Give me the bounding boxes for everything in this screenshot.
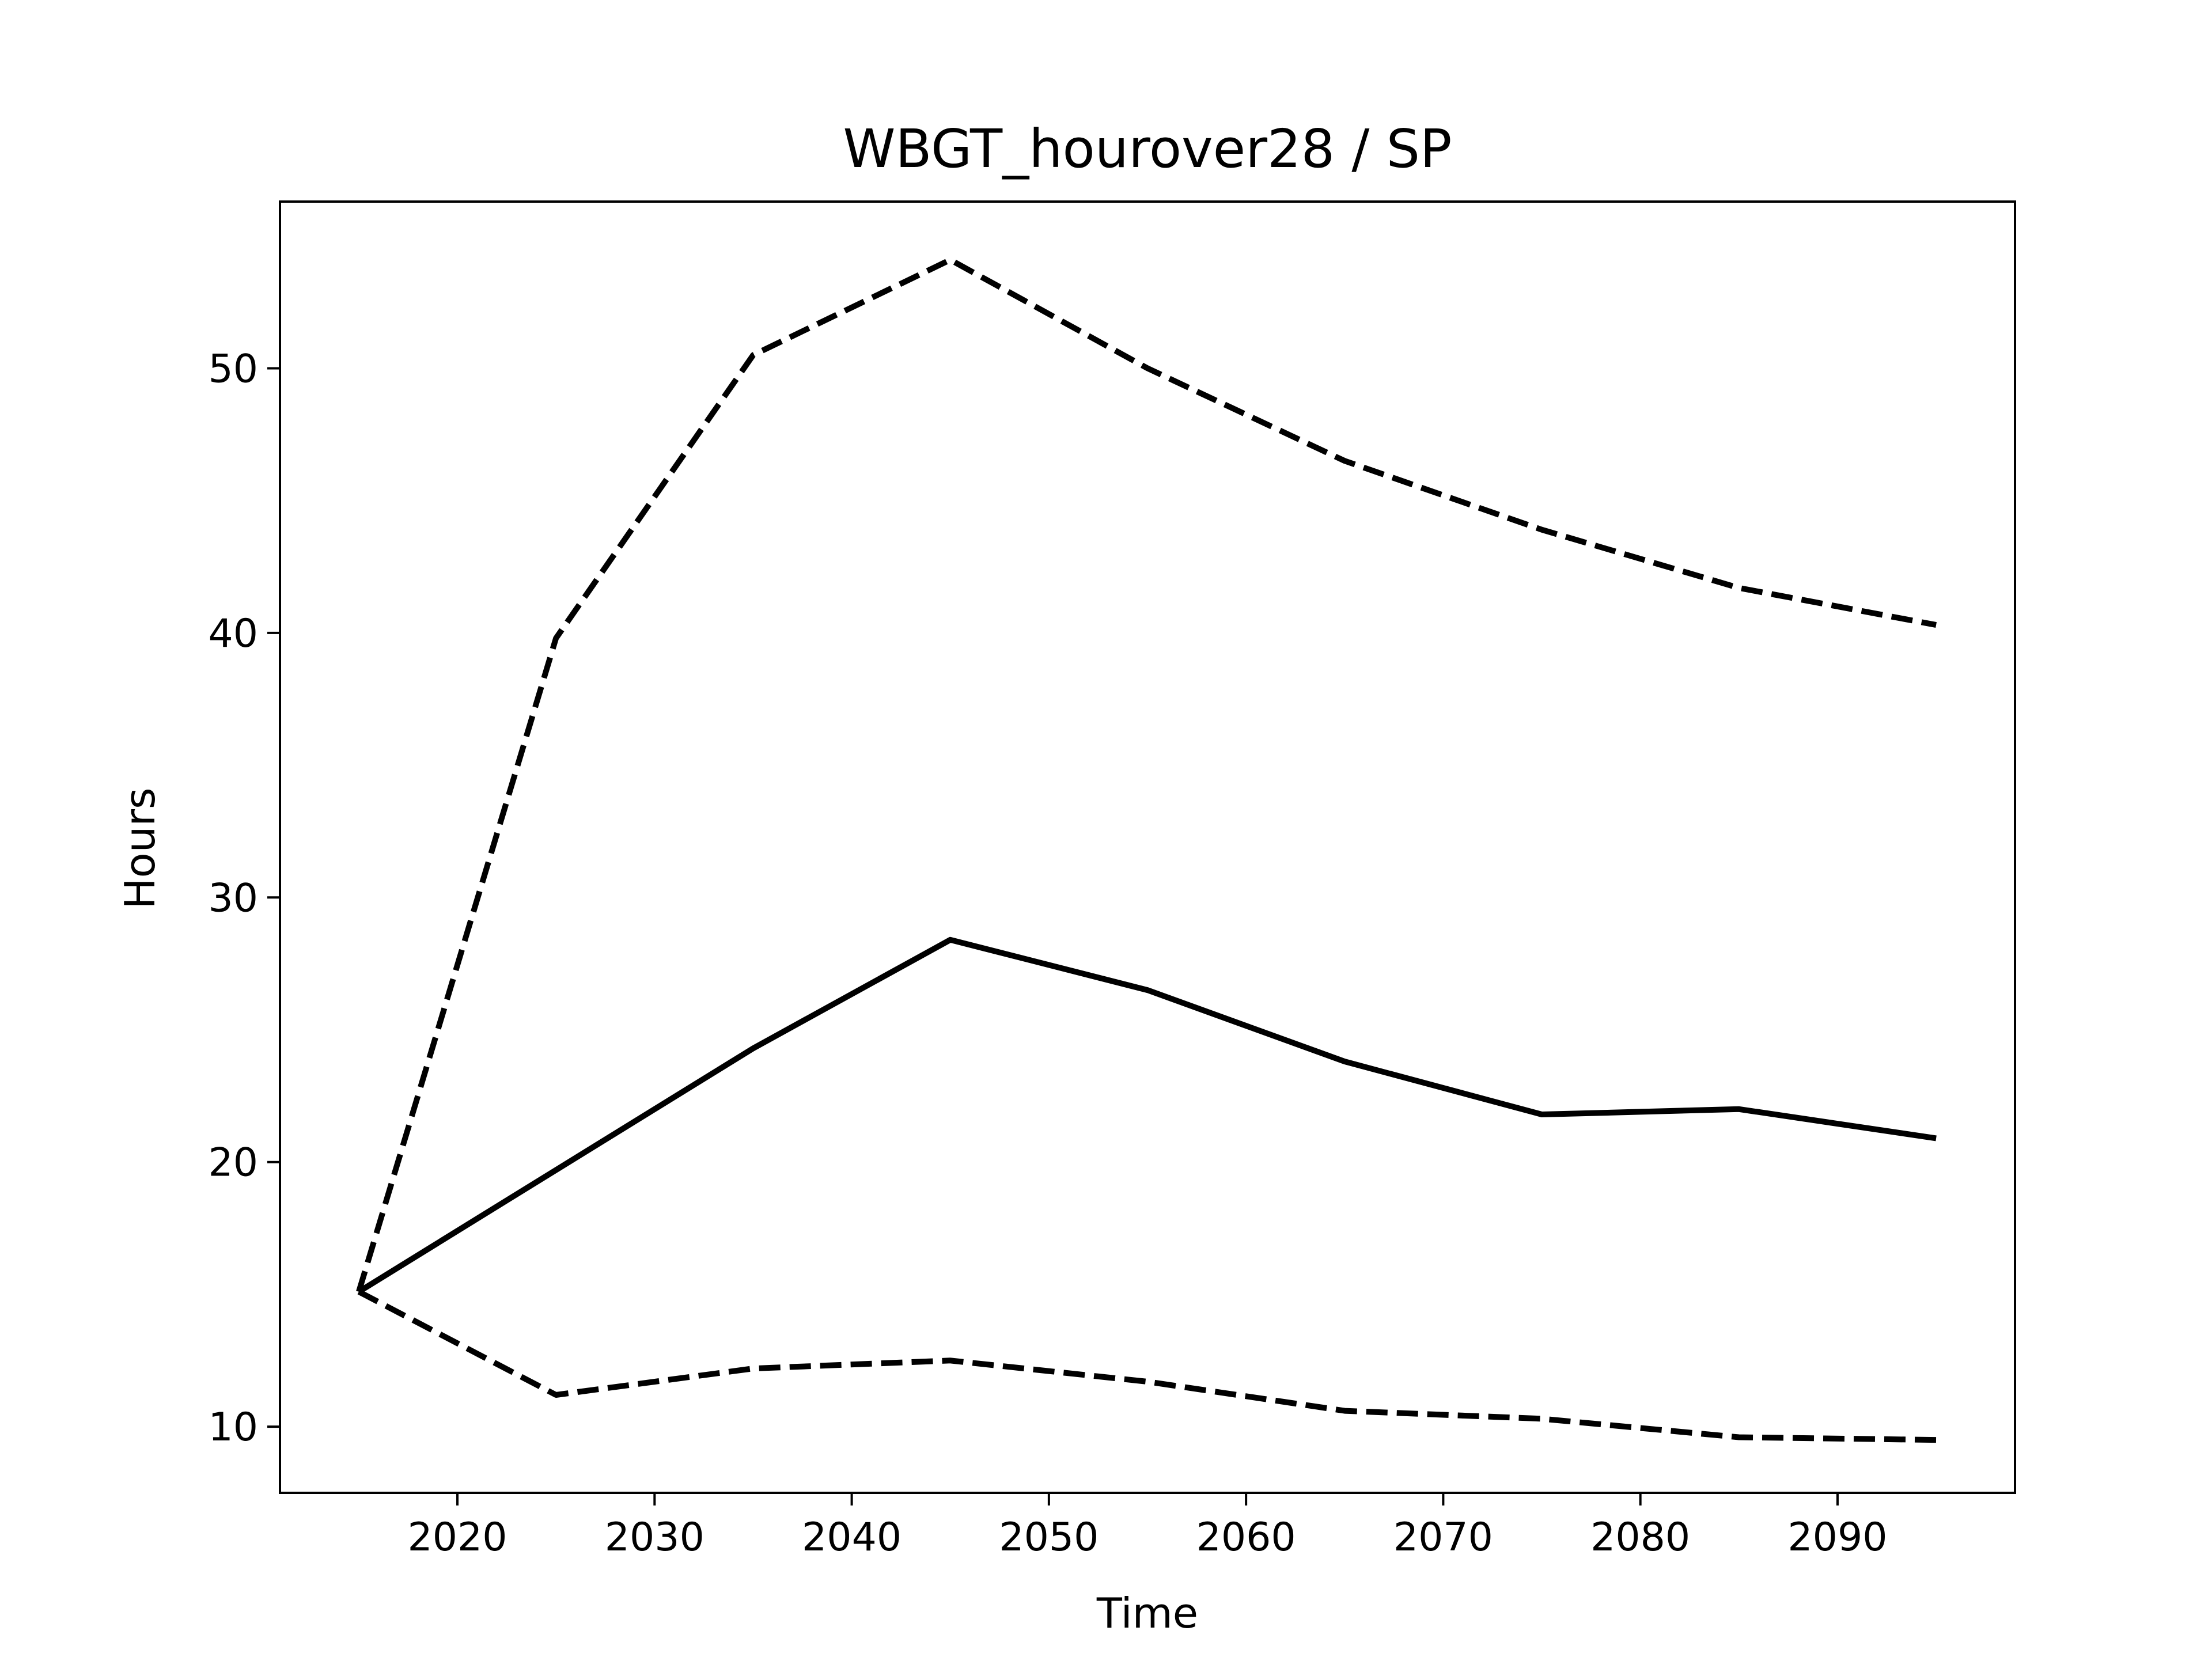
y-tick-label-50: 50 (208, 346, 258, 392)
y-axis-ticks: 10 20 30 40 50 (208, 346, 280, 1450)
series-line-2 (357, 936, 1937, 1295)
x-tick-label-2020: 2020 (408, 1515, 507, 1560)
x-tick-label-2040: 2040 (802, 1515, 902, 1560)
plot-area (356, 257, 1937, 1443)
y-tick-label-30: 30 (208, 875, 258, 921)
x-tick-label-2060: 2060 (1196, 1515, 1296, 1560)
y-tick-label-20: 20 (208, 1140, 258, 1186)
x-tick-label-2070: 2070 (1393, 1515, 1493, 1560)
series-line-1 (356, 257, 1937, 1293)
x-tick-label-2030: 2030 (605, 1515, 704, 1560)
x-tick-label-2050: 2050 (999, 1515, 1099, 1560)
y-tick-label-40: 40 (208, 611, 258, 657)
series-line-3 (357, 1289, 1937, 1443)
y-axis-label: Hours (116, 788, 164, 909)
x-tick-label-2080: 2080 (1590, 1515, 1690, 1560)
x-axis-ticks: 2020 2030 2040 2050 2060 2070 2080 2090 (408, 1493, 1887, 1560)
axes-frame (279, 200, 2016, 1494)
chart-title: WBGT_hourover28 / SP (843, 118, 1452, 180)
x-tick-label-2090: 2090 (1787, 1515, 1887, 1560)
y-tick-label-10: 10 (208, 1405, 258, 1450)
x-axis-label: Time (1096, 1589, 1198, 1637)
